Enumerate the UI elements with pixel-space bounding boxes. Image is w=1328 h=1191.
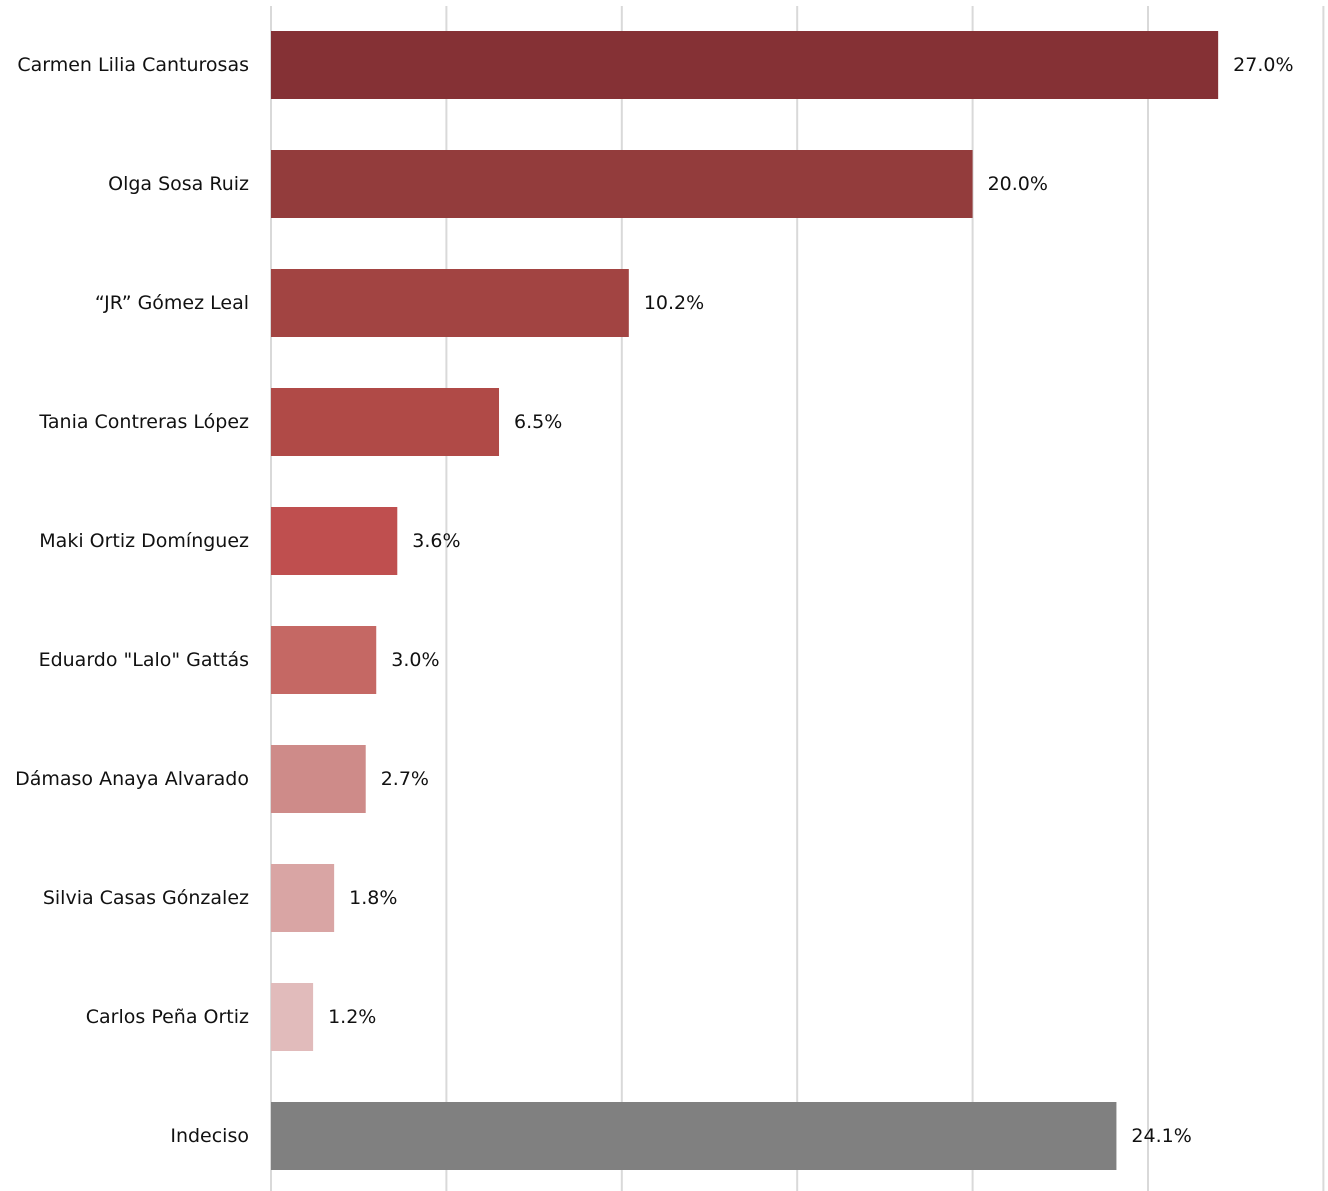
category-label: Eduardo "Lalo" Gattás — [39, 649, 249, 671]
category-label: Dámaso Anaya Alvarado — [15, 768, 249, 790]
bar — [271, 626, 377, 694]
bar — [271, 150, 973, 218]
data-label: 10.2% — [644, 292, 704, 314]
category-labels: Carmen Lilia Canturosas Olga Sosa Ruiz “JR… — [15, 54, 249, 1147]
category-label: Indeciso — [170, 1125, 249, 1147]
category-label: Olga Sosa Ruiz — [108, 173, 249, 195]
data-label: 3.6% — [412, 530, 460, 552]
bar — [271, 269, 629, 337]
data-label: 6.5% — [514, 411, 562, 433]
bar — [271, 983, 314, 1051]
category-label: Tania Contreras López — [38, 411, 249, 433]
data-label: 2.7% — [381, 768, 429, 790]
data-label: 20.0% — [988, 173, 1048, 195]
category-label: Silvia Casas Gónzalez — [43, 887, 249, 909]
data-label: 24.1% — [1131, 1125, 1191, 1147]
bar — [271, 31, 1219, 99]
category-label: “JR” Gómez Leal — [95, 292, 249, 314]
data-label: 27.0% — [1233, 54, 1293, 76]
bar — [271, 1102, 1117, 1170]
category-label: Carmen Lilia Canturosas — [17, 54, 249, 76]
bar — [271, 388, 500, 456]
data-label: 1.8% — [349, 887, 397, 909]
category-label: Carlos Peña Ortiz — [86, 1006, 249, 1028]
value-labels: 27.0% 20.0% 10.2% 6.5% 3.6% 3.0% 2.7% 1.8% 1.2% 2… — [328, 54, 1293, 1147]
bars — [271, 31, 1219, 1170]
bar — [271, 745, 366, 813]
bar — [271, 864, 335, 932]
category-label: Maki Ortiz Domínguez — [39, 530, 249, 552]
data-label: 3.0% — [391, 649, 439, 671]
bar — [271, 507, 398, 575]
data-label: 1.2% — [328, 1006, 376, 1028]
